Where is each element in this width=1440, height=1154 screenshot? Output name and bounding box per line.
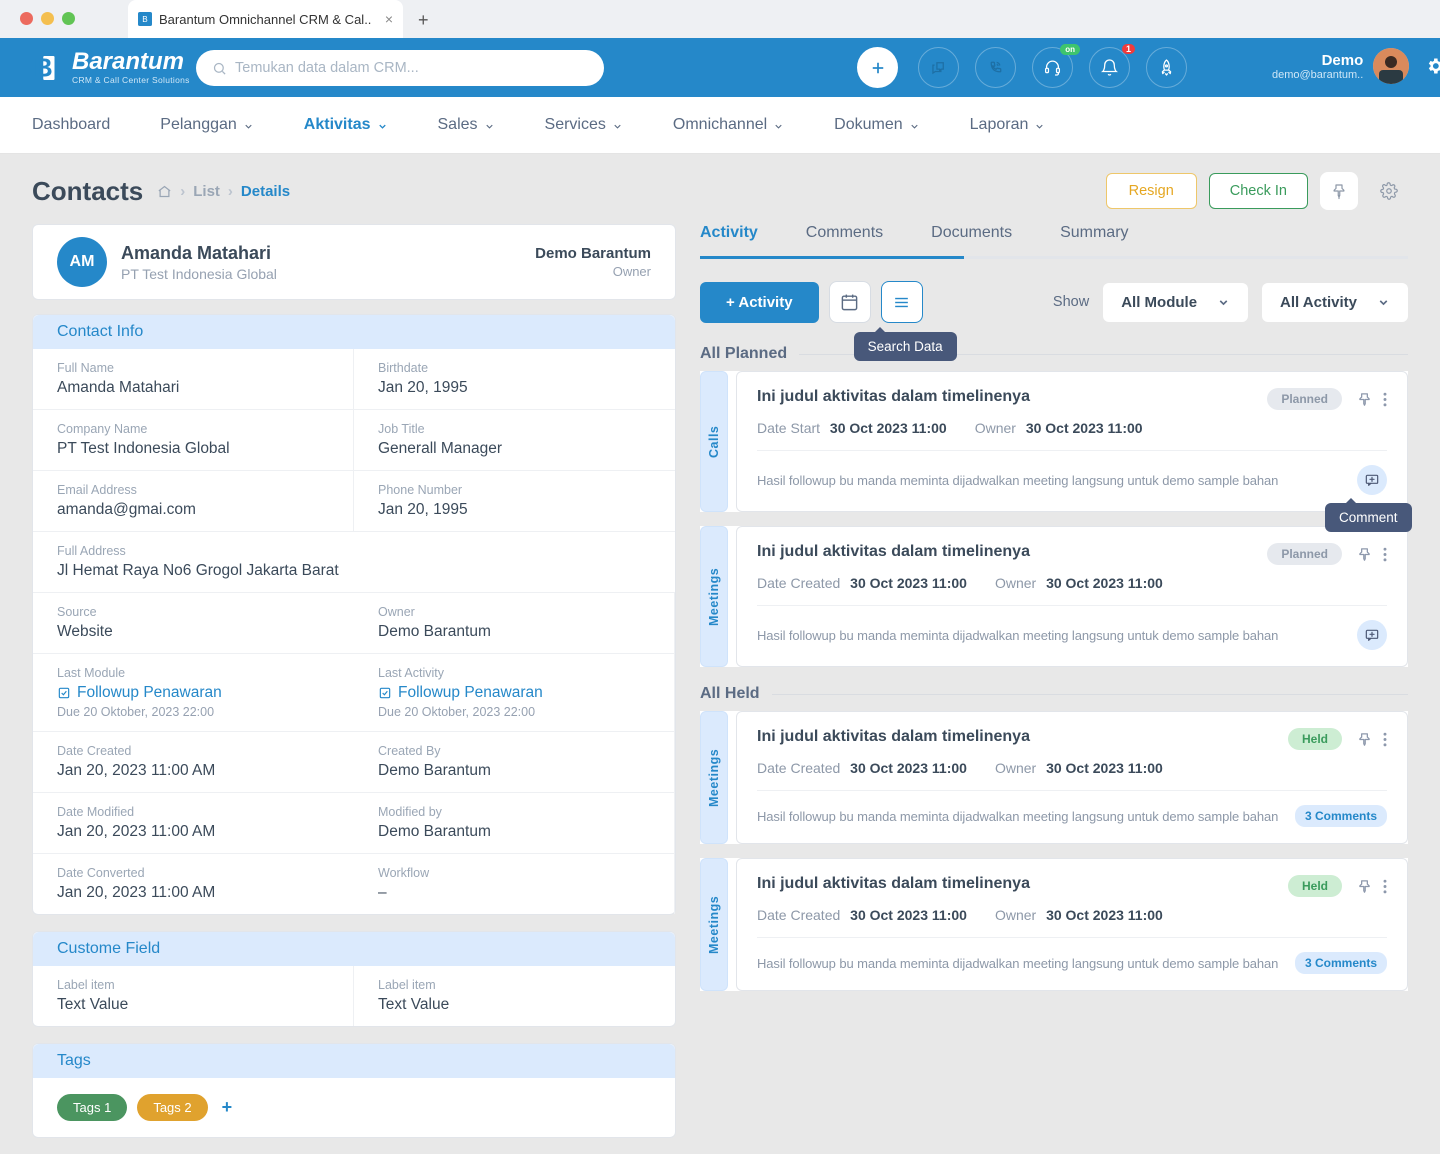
svg-text:B: B: [142, 15, 148, 24]
svg-text:B: B: [34, 54, 52, 82]
